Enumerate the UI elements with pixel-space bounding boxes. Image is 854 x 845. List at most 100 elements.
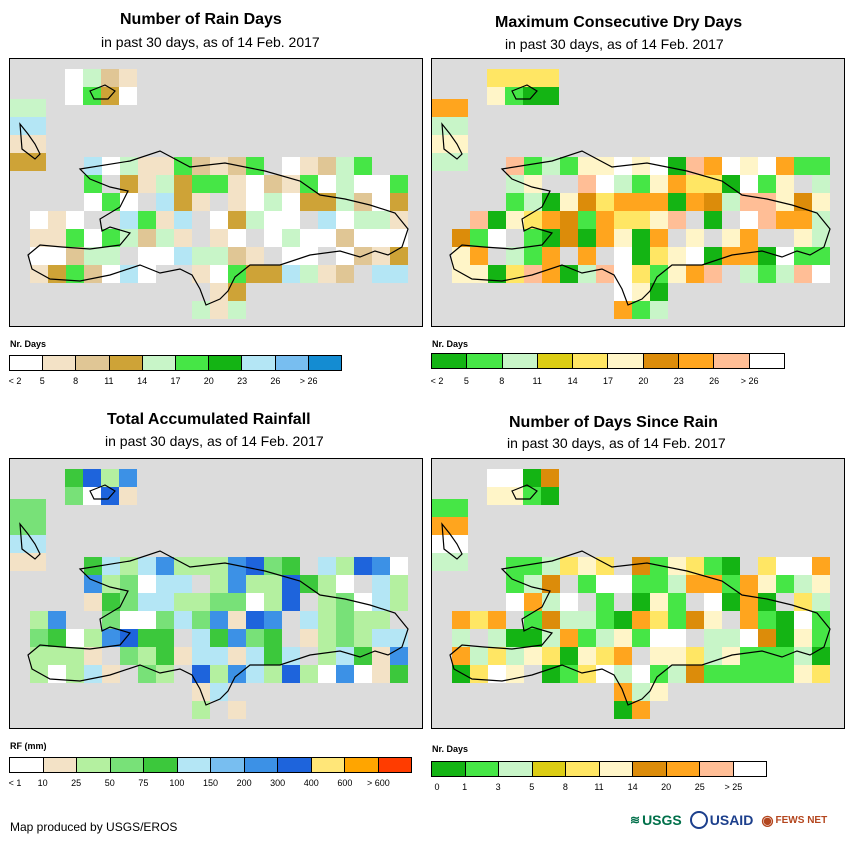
legend-tick-label: 50 — [104, 778, 115, 788]
grid-cell — [560, 211, 578, 229]
grid-cell — [156, 175, 174, 193]
grid-cell — [101, 69, 119, 87]
grid-cell — [506, 557, 524, 575]
grid-cell — [758, 175, 776, 193]
grid-cell — [488, 229, 506, 247]
legend-tick-label: 23 — [673, 376, 684, 386]
grid-cell — [318, 229, 336, 247]
grid-cell — [192, 265, 210, 283]
legend-tick-label: > 25 — [724, 782, 743, 792]
grid-cell — [542, 647, 560, 665]
grid-cell — [282, 193, 300, 211]
grid-cell — [614, 175, 632, 193]
grid-cell — [102, 193, 120, 211]
grid-cell — [102, 557, 120, 575]
grid-cell — [452, 229, 470, 247]
grid-cell — [228, 629, 246, 647]
grid-cell — [336, 611, 354, 629]
grid-cell — [650, 629, 668, 647]
grid-cell — [632, 247, 650, 265]
grid-cell — [48, 247, 66, 265]
grid-cell — [10, 99, 46, 117]
grid-cell — [668, 193, 686, 211]
grid-cell — [282, 229, 300, 247]
grid-cell — [282, 575, 300, 593]
grid-cell — [506, 665, 524, 683]
grid-cell — [668, 665, 686, 683]
grid-cell — [650, 229, 668, 247]
legend-swatch — [378, 758, 411, 772]
grid-cell — [812, 193, 830, 211]
usaid-seal-icon — [689, 811, 708, 829]
grid-cell — [228, 265, 246, 283]
grid-cell — [120, 611, 138, 629]
grid-cell — [300, 229, 318, 247]
legend-swatch — [209, 356, 243, 370]
grid-cell — [776, 557, 794, 575]
grid-cell — [542, 575, 560, 593]
grid-cell — [686, 193, 704, 211]
grid-cell — [794, 611, 812, 629]
grid-cell — [156, 193, 174, 211]
map-grid — [10, 469, 409, 719]
grid-cell — [48, 265, 66, 283]
grid-cell — [812, 247, 830, 265]
grid-cell — [722, 593, 740, 611]
legend-swatch — [176, 356, 210, 370]
grid-cell — [452, 629, 470, 647]
legend-swatch — [714, 354, 750, 368]
grid-cell — [452, 665, 470, 683]
grid-cell — [632, 683, 650, 701]
grid-cell — [432, 535, 468, 553]
grid-cell — [722, 647, 740, 665]
grid-cell — [668, 629, 686, 647]
grid-cell — [722, 575, 740, 593]
grid-cell — [30, 629, 48, 647]
panel3-title: Total Accumulated Rainfall — [107, 411, 311, 428]
grid-cell — [210, 683, 228, 701]
grid-cell — [101, 469, 119, 487]
panel1-legend-bar — [9, 355, 342, 371]
grid-cell — [776, 211, 794, 229]
legend-swatch — [177, 758, 211, 772]
grid-cell — [541, 469, 559, 487]
grid-cell — [282, 211, 300, 229]
grid-cell — [794, 247, 812, 265]
grid-cell — [686, 265, 704, 283]
coastline — [19, 122, 41, 160]
grid-cell — [120, 229, 138, 247]
grid-cell — [722, 557, 740, 575]
grid-cell — [10, 553, 46, 571]
grid-cell — [30, 611, 48, 629]
grid-cell — [300, 193, 318, 211]
grid-cell — [632, 193, 650, 211]
grid-cell — [65, 87, 83, 105]
grid-cell — [668, 611, 686, 629]
grid-cell — [138, 557, 156, 575]
grid-cell — [452, 247, 470, 265]
grid-cell — [66, 629, 84, 647]
grid-cell — [264, 575, 282, 593]
grid-cell — [488, 611, 506, 629]
grid-cell — [686, 557, 704, 575]
grid-cell — [246, 175, 264, 193]
grid-cell — [174, 593, 192, 611]
legend-tick-label: 3 — [495, 782, 501, 792]
grid-cell — [84, 665, 102, 683]
grid-cell — [632, 229, 650, 247]
grid-cell — [210, 175, 228, 193]
grid-cell — [282, 247, 300, 265]
grid-cell — [65, 469, 83, 487]
grid-cell — [632, 611, 650, 629]
grid-cell — [578, 575, 596, 593]
grid-cell — [650, 283, 668, 301]
grid-cell — [48, 665, 66, 683]
grid-cell — [336, 211, 354, 229]
legend-tick-label: 75 — [138, 778, 149, 788]
grid-cell — [264, 193, 282, 211]
grid-cell — [300, 175, 318, 193]
grid-cell — [228, 229, 246, 247]
grid-cell — [174, 193, 192, 211]
legend-swatch — [432, 354, 468, 368]
grid-cell — [506, 647, 524, 665]
